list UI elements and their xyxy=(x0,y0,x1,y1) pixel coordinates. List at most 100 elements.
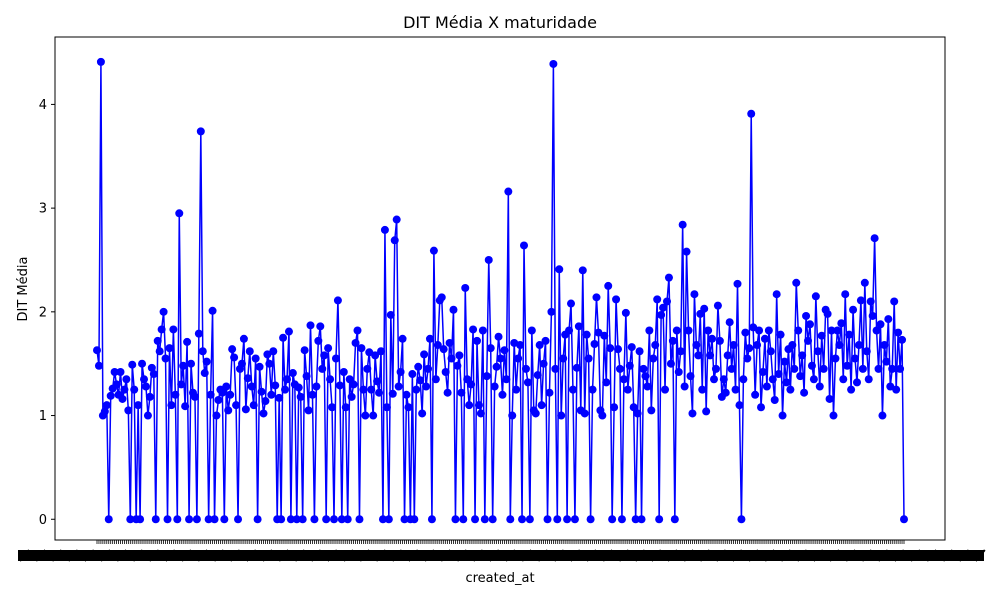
data-point xyxy=(841,290,850,299)
x-tick-label-glyph xyxy=(310,549,322,562)
data-point xyxy=(723,351,732,360)
data-point xyxy=(96,57,105,66)
data-point xyxy=(612,295,621,304)
data-point xyxy=(704,326,713,335)
x-tick-label-glyph xyxy=(408,549,419,562)
data-point xyxy=(537,401,546,410)
data-point xyxy=(286,515,295,524)
data-point xyxy=(116,367,125,376)
data-point xyxy=(134,401,143,410)
data-point xyxy=(582,330,591,339)
x-tick-label-glyph xyxy=(100,549,111,562)
data-point xyxy=(835,341,844,350)
data-point xyxy=(796,372,805,381)
data-point xyxy=(190,392,199,401)
x-tick-label-glyph xyxy=(602,549,613,562)
data-point xyxy=(187,359,196,368)
data-point xyxy=(610,403,619,412)
data-point xyxy=(621,308,630,317)
data-point xyxy=(277,515,286,524)
data-point xyxy=(412,385,421,394)
data-point xyxy=(700,304,709,313)
data-point xyxy=(179,361,188,370)
data-point xyxy=(455,351,464,360)
data-point xyxy=(629,403,638,412)
data-point xyxy=(664,273,673,282)
data-point xyxy=(635,347,644,356)
x-tick-label-glyph xyxy=(489,549,500,562)
data-point xyxy=(753,341,762,350)
data-point xyxy=(849,305,858,314)
data-point xyxy=(257,387,266,396)
data-point xyxy=(896,364,905,373)
data-point xyxy=(662,297,671,306)
data-point xyxy=(343,515,352,524)
data-point xyxy=(159,307,168,316)
x-tick-label-glyph xyxy=(424,549,435,562)
data-point xyxy=(741,328,750,337)
data-point xyxy=(255,362,264,371)
data-point xyxy=(523,378,532,387)
data-point xyxy=(580,409,589,418)
data-point xyxy=(762,382,771,391)
data-point xyxy=(543,515,552,524)
data-point xyxy=(770,395,779,404)
data-point xyxy=(263,350,272,359)
data-point xyxy=(149,370,158,379)
data-point xyxy=(578,266,587,275)
data-point xyxy=(794,326,803,335)
x-tick-label-glyph xyxy=(262,549,273,562)
data-point xyxy=(698,385,707,394)
data-point xyxy=(690,290,699,299)
data-point xyxy=(484,255,493,264)
data-point xyxy=(239,334,248,343)
data-point xyxy=(416,376,425,385)
data-point xyxy=(504,187,513,196)
x-tick-label-glyph xyxy=(19,549,30,562)
data-point xyxy=(208,306,217,315)
data-point xyxy=(651,341,660,350)
data-point xyxy=(551,364,560,373)
data-point xyxy=(396,367,405,376)
x-tick-label-glyph xyxy=(975,549,986,562)
data-point xyxy=(819,364,828,373)
data-point xyxy=(451,515,460,524)
x-tick-label-glyph xyxy=(197,549,208,562)
data-point xyxy=(136,515,145,524)
data-point xyxy=(249,401,258,410)
data-point xyxy=(104,515,113,524)
data-point xyxy=(145,392,154,401)
data-point xyxy=(386,310,395,319)
data-point xyxy=(711,364,720,373)
data-point xyxy=(279,333,288,342)
data-point xyxy=(382,403,391,412)
data-point xyxy=(296,392,305,401)
data-point xyxy=(792,278,801,287)
data-point xyxy=(126,515,135,524)
data-point xyxy=(680,382,689,391)
y-tick-label: 3 xyxy=(39,202,47,217)
data-point xyxy=(572,363,581,372)
x-axis xyxy=(18,540,986,562)
x-tick-label-glyph xyxy=(521,549,532,562)
x-tick-label-glyph xyxy=(51,549,63,562)
data-point xyxy=(331,354,340,363)
x-tick-label-glyph xyxy=(618,549,630,562)
x-tick-label-glyph xyxy=(877,549,889,562)
data-point xyxy=(247,382,256,391)
data-point xyxy=(623,385,632,394)
data-point xyxy=(839,375,848,384)
data-point xyxy=(668,336,677,345)
data-point xyxy=(862,347,871,356)
x-tick-label-glyph xyxy=(926,549,937,562)
data-point xyxy=(339,367,348,376)
data-point xyxy=(525,515,534,524)
data-point xyxy=(592,293,601,302)
x-tick-label-glyph xyxy=(343,549,354,562)
data-point xyxy=(234,515,243,524)
data-point xyxy=(384,515,393,524)
x-tick-label-glyph xyxy=(780,549,792,562)
x-tick-label-glyph xyxy=(715,549,727,562)
data-point xyxy=(447,354,456,363)
